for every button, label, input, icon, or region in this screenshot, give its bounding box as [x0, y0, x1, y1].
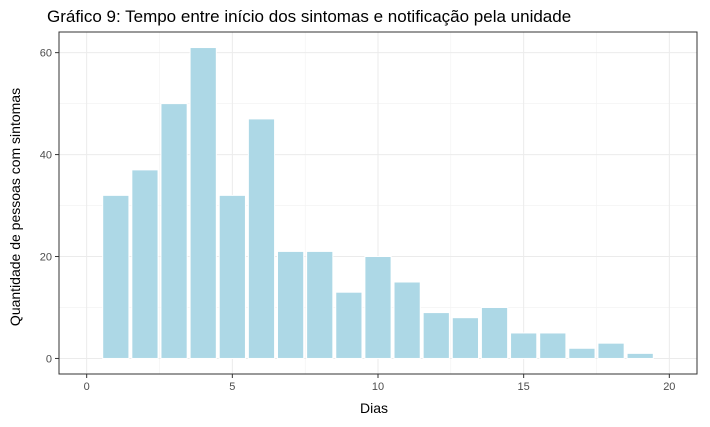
bar-day-11: [393, 281, 421, 359]
bar-day-3: [160, 103, 188, 359]
x-tick-label: 10: [372, 381, 384, 393]
y-tick-label: 60: [40, 48, 52, 60]
bar-day-1: [102, 194, 130, 359]
bar-day-5: [218, 194, 246, 359]
bar-day-8: [306, 250, 334, 359]
y-axis-title: Quantidade de pessoas com sintomas: [7, 88, 23, 326]
bar-day-19: [626, 352, 654, 359]
chart-title: Gráfico 9: Tempo entre início dos sintom…: [47, 7, 571, 26]
y-tick-label: 20: [40, 252, 52, 264]
bar-day-13: [451, 317, 480, 359]
bar-day-17: [568, 347, 596, 359]
bar-day-15: [510, 332, 538, 359]
bar-day-10: [364, 256, 392, 359]
bar-day-6: [247, 118, 276, 359]
bar-day-4: [189, 47, 217, 359]
x-tick-label: 5: [229, 381, 235, 393]
bar-day-18: [597, 342, 625, 359]
axis-ticks: 0 5 10 15 20 0 20 40 60: [40, 48, 676, 393]
x-tick-label: 20: [663, 381, 675, 393]
x-axis-title: Dias: [360, 400, 388, 416]
bar-day-16: [539, 332, 567, 359]
bar-day-2: [131, 169, 159, 359]
bars: [102, 47, 654, 359]
x-tick-label: 0: [84, 381, 90, 393]
x-tick-label: 15: [518, 381, 530, 393]
bar-day-12: [422, 312, 450, 359]
bar-day-9: [335, 291, 363, 359]
y-tick-label: 0: [46, 353, 52, 365]
y-tick-label: 40: [40, 150, 52, 162]
bar-day-7: [276, 250, 305, 359]
bar-day-14: [480, 306, 509, 359]
